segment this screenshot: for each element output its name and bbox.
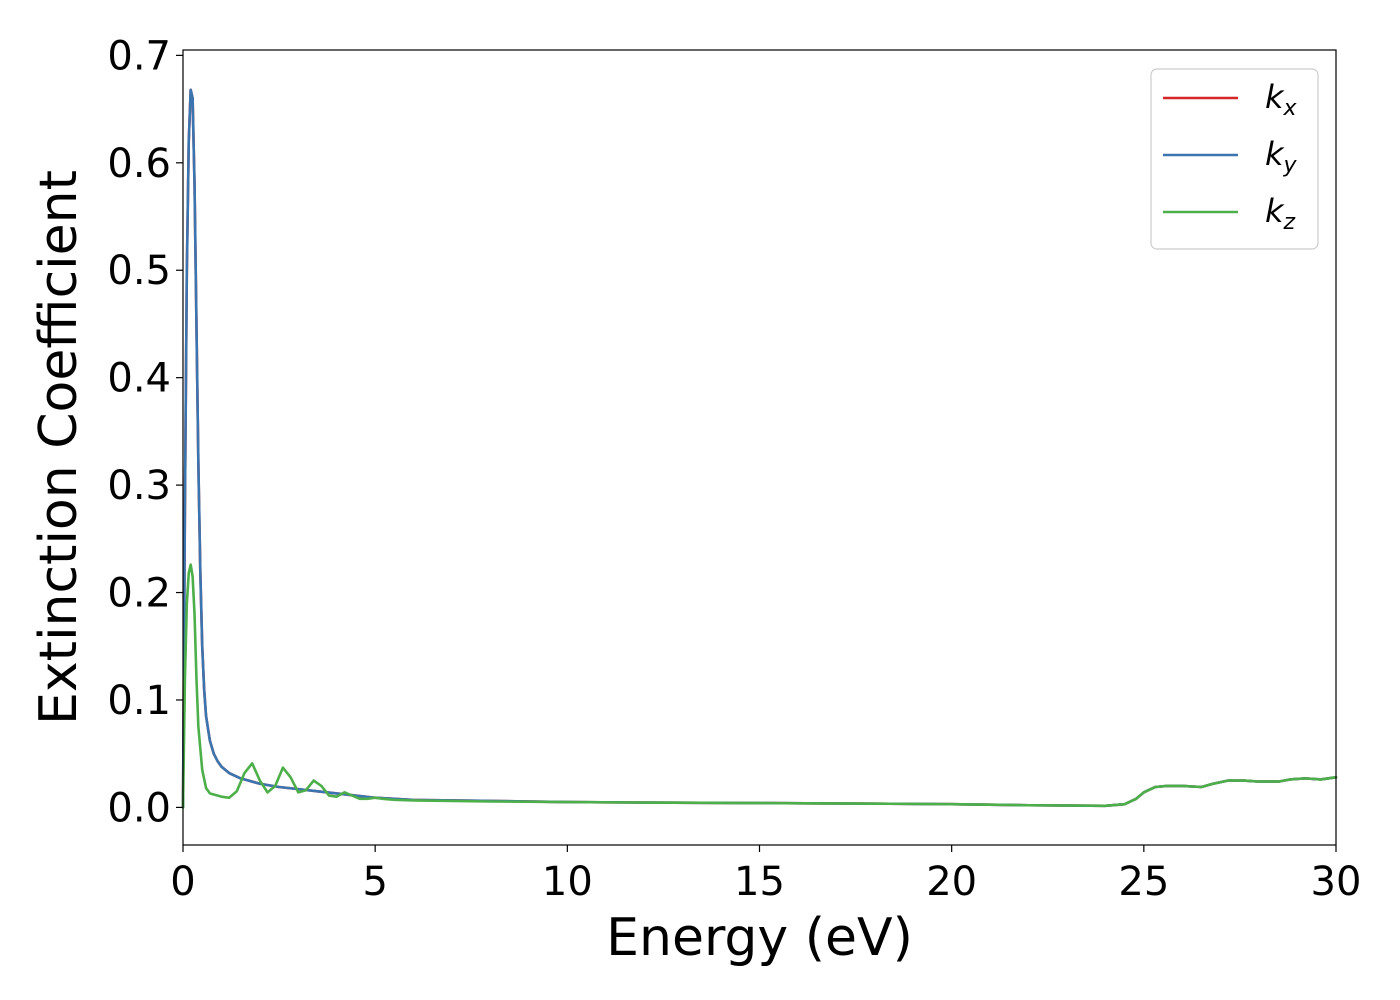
legend-label-base: k xyxy=(1265,78,1285,116)
y-axis: 0.0 0.1 0.2 0.3 0.4 0.5 0.6 0.7 xyxy=(107,33,183,831)
x-tick-label: 30 xyxy=(1311,859,1362,905)
x-tick-label: 25 xyxy=(1118,859,1169,905)
y-tick-label: 0.3 xyxy=(107,463,171,509)
x-tick-label: 20 xyxy=(926,859,977,905)
plot-area xyxy=(181,49,1338,846)
x-tick-label: 0 xyxy=(170,859,195,905)
legend-label-base: k xyxy=(1265,192,1285,230)
series-layer xyxy=(181,88,1338,809)
legend-label-z: kz xyxy=(1265,192,1296,235)
y-tick-label: 0.5 xyxy=(107,248,171,294)
x-tick-label: 5 xyxy=(362,859,387,905)
y-tick-label: 0.2 xyxy=(107,571,171,617)
y-tick-label: 0.6 xyxy=(107,141,171,187)
y-tick-label: 0.7 xyxy=(107,33,171,79)
legend-label-subscript: y xyxy=(1283,153,1298,178)
series-line-z xyxy=(181,563,1338,809)
y-tick-label: 0.1 xyxy=(107,678,171,724)
legend-label-subscript: x xyxy=(1283,96,1298,121)
legend-label-y: ky xyxy=(1265,135,1298,178)
plot-background xyxy=(183,50,1336,845)
x-tick-label: 15 xyxy=(734,859,785,905)
legend-label-subscript: z xyxy=(1283,210,1296,235)
y-tick-label: 0.4 xyxy=(107,356,171,402)
legend-box xyxy=(1150,68,1319,250)
legend-label-base: k xyxy=(1265,135,1285,173)
y-tick-label: 0.0 xyxy=(107,785,171,831)
legend-label-x: kx xyxy=(1265,78,1298,121)
x-axis-label: Energy (eV) xyxy=(606,908,913,968)
x-axis: 0 5 10 15 20 25 30 xyxy=(170,845,1361,905)
x-tick-label: 10 xyxy=(542,859,593,905)
y-axis-label: Extinction Coefficient xyxy=(29,170,89,725)
